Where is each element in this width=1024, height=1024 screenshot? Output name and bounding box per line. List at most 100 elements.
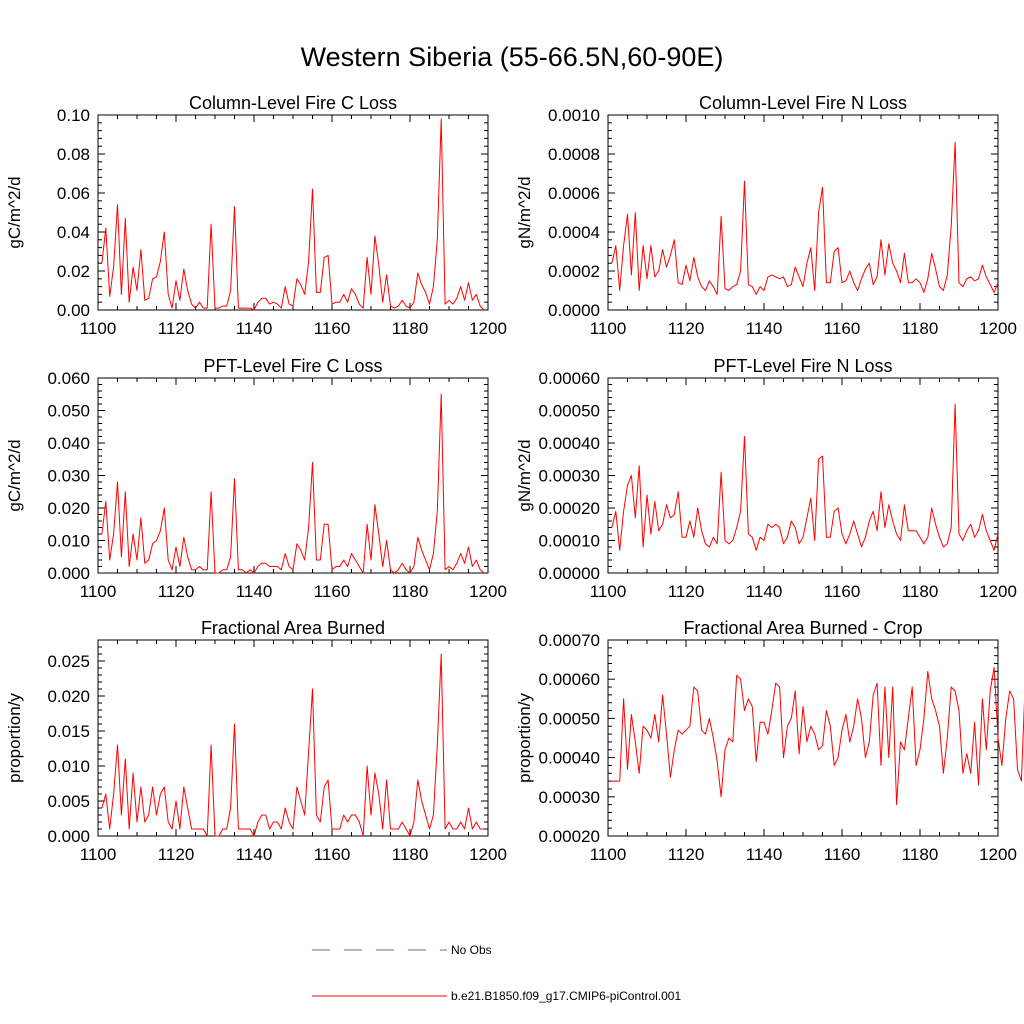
y-tick-label: 0.030	[47, 467, 90, 486]
y-axis-label: gN/m^2/d	[515, 439, 534, 511]
x-tick-label: 1120	[158, 582, 195, 601]
y-tick-label: 0.050	[47, 402, 90, 421]
x-tick-label: 1160	[824, 319, 861, 338]
x-tick-label: 1180	[392, 845, 429, 864]
series-line	[611, 666, 1024, 806]
x-tick-label: 1180	[902, 845, 939, 864]
panel-2: Column-Level Fire N Loss gN/m^2/d 0.0000 0.…	[515, 93, 1017, 338]
panel-title: Fractional Area Burned - Crop	[683, 618, 922, 638]
y-axis-label: gC/m^2/d	[5, 176, 24, 248]
y-tick-label: 0.010	[47, 757, 90, 776]
panel-1: Column-Level Fire C Loss gC/m^2/d 0.00 0.02…	[5, 93, 507, 338]
x-tick-label: 1120	[158, 319, 195, 338]
y-tick-label: 0.020	[47, 499, 90, 518]
panel-title: PFT-Level Fire N Loss	[713, 356, 892, 376]
x-tick-label: 1120	[158, 845, 195, 864]
x-tick-label: 1100	[590, 582, 627, 601]
legend-item-no-obs: No Obs	[312, 943, 492, 957]
y-tick-label: 0.00040	[539, 749, 600, 768]
y-tick-label: 0.005	[47, 792, 90, 811]
y-tick-label: 0.0004	[548, 223, 600, 242]
y-tick-label: 0.04	[57, 223, 90, 242]
y-tick-label: 0.020	[47, 687, 90, 706]
y-tick-label: 0.015	[47, 722, 90, 741]
figure-title: Western Siberia (55-66.5N,60-90E)	[301, 42, 724, 72]
panel-title: PFT-Level Fire C Loss	[203, 356, 382, 376]
x-tick-label: 1120	[668, 582, 705, 601]
y-tick-label: 0.00040	[539, 434, 600, 453]
series-line	[101, 393, 485, 574]
y-tick-label: 0.040	[47, 434, 90, 453]
series-line	[101, 653, 485, 837]
x-tick-label: 1140	[236, 845, 273, 864]
y-tick-label: 0.0008	[548, 145, 600, 164]
x-tick-label: 1140	[746, 319, 783, 338]
plot-frame	[607, 114, 999, 311]
x-tick-label: 1160	[314, 319, 351, 338]
x-tick-label: 1200	[469, 845, 507, 864]
x-tick-label: 1140	[236, 582, 273, 601]
panel-title: Column-Level Fire N Loss	[699, 93, 907, 113]
y-tick-label: 0.00020	[539, 827, 600, 846]
panels: Column-Level Fire C Loss gC/m^2/d 0.00 0.02…	[5, 93, 1024, 864]
x-tick-label: 1120	[668, 319, 705, 338]
y-tick-label: 0.00030	[539, 467, 600, 486]
y-tick-label: 0.00050	[539, 402, 600, 421]
y-tick-label: 0.010	[47, 532, 90, 551]
y-tick-label: 0.00020	[539, 499, 600, 518]
y-tick-label: 0.000	[47, 564, 90, 583]
x-tick-label: 1160	[314, 845, 351, 864]
x-tick-label: 1100	[80, 845, 117, 864]
x-tick-label: 1140	[746, 845, 783, 864]
y-tick-label: 0.0000	[548, 301, 600, 320]
y-tick-label: 0.00070	[539, 631, 600, 650]
y-tick-label: 0.0002	[548, 262, 600, 281]
y-tick-label: 0.00000	[539, 564, 600, 583]
y-tick-label: 0.000	[47, 827, 90, 846]
panel-title: Column-Level Fire C Loss	[189, 93, 397, 113]
x-tick-label: 1200	[979, 845, 1017, 864]
series-line	[611, 141, 999, 295]
y-axis-label: gC/m^2/d	[5, 439, 24, 511]
y-tick-label: 0.00060	[539, 670, 600, 689]
y-tick-label: 0.00050	[539, 709, 600, 728]
x-tick-label: 1180	[902, 319, 939, 338]
legend: No Obs b.e21.B1850.f09_g17.CMIP6-piContr…	[312, 943, 681, 1003]
y-tick-label: 0.0006	[548, 184, 600, 203]
y-tick-label: 0.060	[47, 369, 90, 388]
x-tick-label: 1160	[824, 582, 861, 601]
x-tick-label: 1100	[590, 845, 627, 864]
x-tick-label: 1180	[902, 582, 939, 601]
y-tick-label: 0.025	[47, 652, 90, 671]
x-tick-label: 1160	[824, 845, 861, 864]
y-axis-label: gN/m^2/d	[515, 176, 534, 248]
x-tick-label: 1140	[236, 319, 273, 338]
y-tick-label: 0.0010	[548, 106, 600, 125]
plot-frame	[97, 639, 489, 837]
x-tick-label: 1200	[469, 582, 507, 601]
legend-label-no-obs: No Obs	[451, 943, 492, 957]
x-tick-label: 1140	[746, 582, 783, 601]
y-tick-label: 0.08	[57, 145, 90, 164]
y-tick-label: 0.06	[57, 184, 90, 203]
plot-frame	[97, 114, 489, 311]
x-tick-label: 1180	[392, 319, 429, 338]
y-tick-label: 0.00060	[539, 369, 600, 388]
x-tick-label: 1200	[979, 319, 1017, 338]
y-tick-label: 0.00010	[539, 532, 600, 551]
series-line	[611, 403, 999, 551]
y-axis-label: proportion/y	[5, 693, 24, 783]
plot-frame	[607, 377, 999, 574]
x-tick-label: 1160	[314, 582, 351, 601]
series-line	[101, 118, 485, 311]
panel-5: Fractional Area Burned proportion/y 0.000 0…	[5, 618, 507, 864]
panel-title: Fractional Area Burned	[201, 618, 385, 638]
y-tick-label: 0.02	[57, 262, 90, 281]
y-axis-label: proportion/y	[515, 693, 534, 783]
x-tick-label: 1200	[979, 582, 1017, 601]
x-tick-label: 1100	[80, 582, 117, 601]
y-tick-label: 0.00030	[539, 788, 600, 807]
x-tick-label: 1180	[392, 582, 429, 601]
panel-4: PFT-Level Fire N Loss gN/m^2/d 0.00000 0.00…	[515, 356, 1017, 601]
